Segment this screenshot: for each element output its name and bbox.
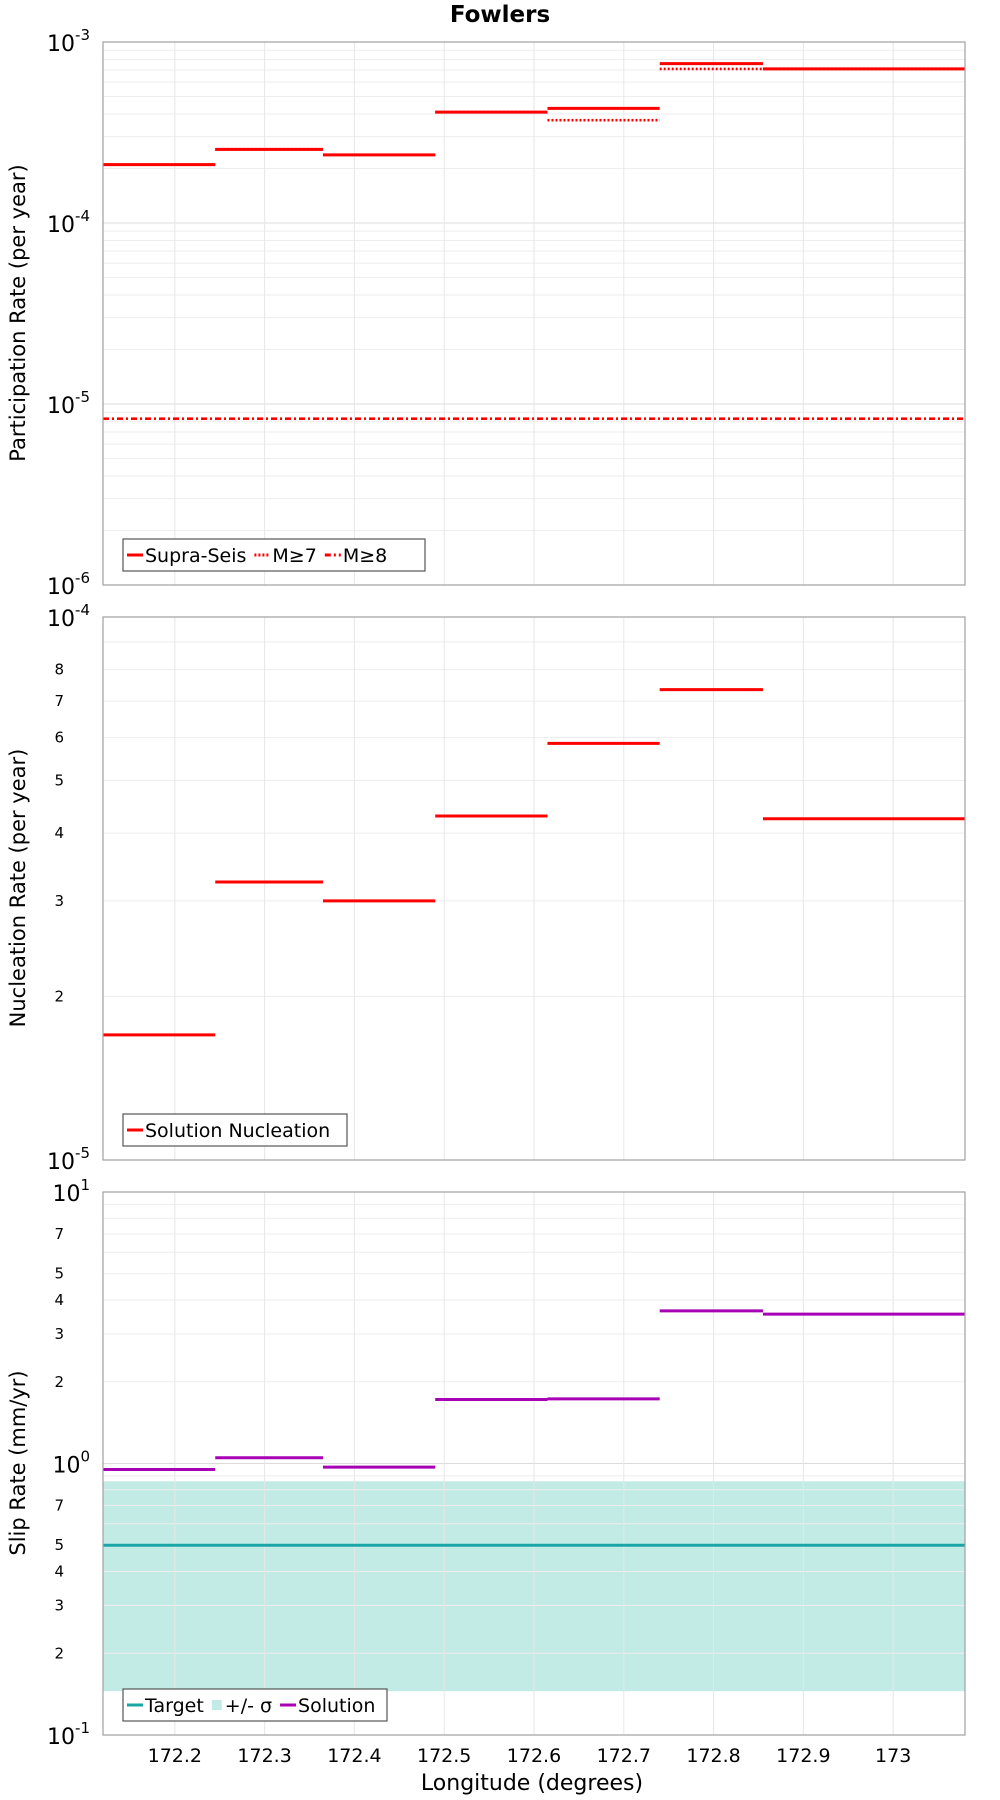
y-tick-label: 101 — [52, 1176, 90, 1207]
y-minor-tick-label: 3 — [54, 1325, 64, 1343]
y-tick-label: 10-5 — [47, 1144, 90, 1175]
plot-frame — [102, 1191, 966, 1736]
x-tick-label: 172.3 — [237, 1745, 291, 1767]
nucleation-rate-panel: 10-5 10-4 2 3 4 5 6 7 8 Nucleation Rate (per year… — [6, 601, 966, 1175]
x-axis-label: Longitude (degrees) — [421, 1771, 643, 1796]
y-axis-label: Slip Rate (mm/yr) — [6, 1370, 30, 1555]
y-minor-tick-label: 8 — [54, 661, 64, 679]
solution-nucleation-series — [103, 688, 965, 1037]
legend-label: Solution Nucleation — [145, 1120, 330, 1142]
legend-box — [122, 538, 426, 572]
y-minor-tick-label: 5 — [54, 771, 64, 789]
y-minor-tick-label: 2 — [54, 988, 64, 1006]
legend-label: Supra-Seis — [145, 545, 246, 567]
plot-frame — [102, 616, 966, 1161]
legend-label: +/- σ — [225, 1695, 272, 1717]
y-tick-label: 10-1 — [47, 1719, 90, 1750]
y-minor-tick-label: 3 — [54, 892, 64, 910]
x-tick-label: 172.4 — [327, 1745, 381, 1767]
y-minor-tick-label: 4 — [54, 1291, 64, 1309]
y-tick-label: 10-4 — [47, 601, 90, 632]
x-tick-label: 172.7 — [597, 1745, 651, 1767]
solution-series — [103, 1309, 965, 1472]
x-tick-label: 172.8 — [686, 1745, 740, 1767]
y-tick-label: 10-6 — [47, 569, 90, 600]
x-tick-label: 172.6 — [507, 1745, 561, 1767]
y-minor-tick-label: 6 — [54, 728, 64, 746]
y-minor-tick-label: 7 — [54, 1497, 64, 1515]
chart-title: Fowlers — [450, 2, 550, 28]
legend: Target +/- σ Solution — [122, 1688, 388, 1722]
legend-label: Target — [144, 1695, 204, 1717]
plot-frame — [102, 41, 966, 586]
y-minor-tick-label: 4 — [54, 824, 64, 842]
y-tick-label: 100 — [52, 1448, 90, 1479]
x-tick-label: 173 — [875, 1745, 911, 1767]
legend: Solution Nucleation — [122, 1113, 348, 1147]
slip-rate-panel: 10-1 100 101 2 3 4 5 7 2 3 4 5 7 172.2 172.3 172.4 172.5… — [6, 1176, 966, 1767]
m-7-series — [103, 67, 965, 166]
x-tick-label: 172.9 — [776, 1745, 830, 1767]
y-axis-label: Nucleation Rate (per year) — [6, 749, 30, 1028]
y-minor-tick-label: 2 — [54, 1373, 64, 1391]
participation-rate-panel: 10-6 10-5 10-4 10-3 Participation Rate (per … — [6, 26, 966, 600]
y-minor-tick-label: 3 — [54, 1596, 64, 1614]
y-minor-tick-label: 7 — [54, 692, 64, 710]
y-minor-tick-label: 4 — [54, 1563, 64, 1581]
y-minor-tick-label: 7 — [54, 1225, 64, 1243]
x-tick-label: 172.5 — [417, 1745, 471, 1767]
y-tick-label: 10-4 — [47, 207, 90, 238]
y-tick-label: 10-5 — [47, 388, 90, 419]
y-axis-label: Participation Rate (per year) — [6, 164, 30, 461]
legend-label: M≥8 — [343, 545, 387, 567]
legend: Supra-Seis M≥7 M≥8 — [122, 538, 426, 572]
legend-box — [122, 1113, 348, 1147]
y-minor-tick-label: 2 — [54, 1644, 64, 1662]
legend-label: M≥7 — [272, 545, 316, 567]
legend-box — [122, 1688, 388, 1722]
legend-label: Solution — [298, 1695, 375, 1717]
y-minor-tick-label: 5 — [54, 1265, 64, 1283]
y-tick-label: 10-3 — [47, 26, 90, 57]
y-minor-tick-label: 5 — [54, 1536, 64, 1554]
x-tick-label: 172.2 — [148, 1745, 202, 1767]
legend-swatch — [211, 1700, 222, 1710]
